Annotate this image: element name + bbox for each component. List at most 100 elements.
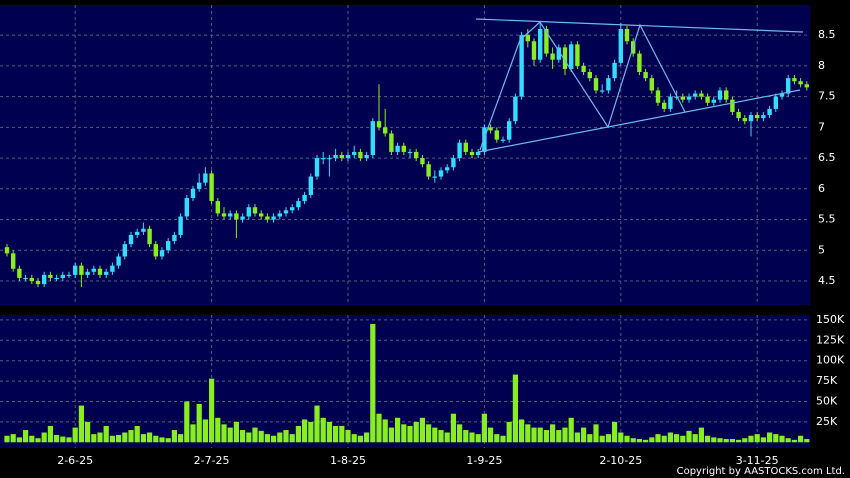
- volume-bar: [543, 430, 549, 443]
- volume-bar: [785, 438, 791, 443]
- candle-body: [637, 53, 642, 73]
- candle-body: [438, 170, 444, 177]
- volume-bar: [692, 434, 698, 443]
- volume-bar: [147, 432, 153, 443]
- candle-body: [166, 241, 171, 251]
- volume-bar: [364, 432, 370, 443]
- candle-body: [17, 268, 22, 278]
- volume-bar: [258, 430, 264, 443]
- volume-bar: [767, 432, 773, 443]
- candle-body: [389, 133, 394, 152]
- y-tick-label: 4.5: [818, 274, 836, 287]
- candle-body: [755, 115, 760, 119]
- candle-body: [172, 234, 177, 242]
- volume-bar: [159, 437, 165, 443]
- candle-body: [736, 111, 741, 119]
- candle-body: [717, 90, 723, 100]
- volume-bar: [122, 432, 128, 443]
- candle-body: [203, 173, 208, 183]
- x-tick-label: 2-7-25: [194, 454, 230, 467]
- y-tick-label: 7: [818, 120, 825, 133]
- volume-bar: [407, 425, 413, 443]
- candle-body: [767, 108, 772, 116]
- volume-bar: [388, 427, 394, 443]
- candle-body: [277, 213, 282, 217]
- volume-bar: [190, 424, 196, 443]
- volume-bar: [345, 430, 351, 443]
- candle-body: [370, 121, 375, 155]
- volume-bar: [165, 438, 171, 443]
- candle-body: [668, 96, 673, 109]
- candle-body: [79, 265, 84, 275]
- candle-body: [711, 99, 716, 103]
- y-tick-label: 6.5: [818, 151, 836, 164]
- volume-bar: [227, 427, 233, 443]
- volume-bar: [35, 438, 41, 443]
- volume-bar: [66, 437, 72, 443]
- x-tick-label: 1-8-25: [330, 454, 366, 467]
- volume-bar: [488, 427, 494, 443]
- candle-body: [426, 164, 431, 177]
- volume-bar: [723, 439, 729, 443]
- candle-body: [581, 65, 586, 73]
- candle-body: [128, 234, 134, 245]
- candle-body: [804, 84, 809, 88]
- volume-bar: [481, 413, 487, 443]
- candle-body: [209, 173, 214, 202]
- candle-body: [240, 216, 245, 220]
- y-tick-label: 150K: [816, 313, 845, 326]
- candle-body: [4, 247, 10, 254]
- candle-body: [234, 213, 239, 220]
- volume-bar: [91, 434, 97, 443]
- candle-body: [680, 96, 685, 100]
- candle-body: [42, 274, 47, 285]
- volume-bar: [605, 434, 611, 443]
- candle-body: [308, 176, 313, 195]
- candle-body: [364, 155, 369, 159]
- volume-bar: [221, 424, 227, 443]
- volume-bar: [736, 439, 742, 443]
- volume-bar: [401, 424, 407, 443]
- volume-bar: [128, 430, 134, 443]
- volume-bar: [134, 425, 140, 443]
- y-tick-label: 6: [818, 182, 825, 195]
- candle-body: [693, 93, 698, 97]
- candle-body: [655, 90, 661, 103]
- candle-body: [85, 271, 90, 275]
- volume-bar: [264, 434, 270, 443]
- candle-body: [705, 96, 710, 103]
- volume-bar: [326, 421, 332, 443]
- candle-body: [190, 188, 196, 199]
- candle-body: [116, 256, 121, 266]
- candle-body: [699, 93, 704, 97]
- volume-bar: [568, 417, 574, 443]
- volume-bar: [494, 434, 500, 443]
- volume-bar: [246, 432, 252, 443]
- y-tick-label: 7.5: [818, 90, 836, 103]
- candle-body: [748, 115, 754, 122]
- candle-body: [327, 158, 332, 160]
- volume-bar: [506, 421, 512, 443]
- volume-bar: [599, 435, 605, 443]
- candle-body: [104, 271, 109, 275]
- volume-bar: [457, 424, 463, 443]
- volume-bar: [60, 436, 66, 443]
- candle-body: [674, 96, 679, 98]
- trend-lines: [475, 18, 804, 153]
- volume-bar: [10, 434, 16, 443]
- x-tick-label: 1-9-25: [466, 454, 502, 467]
- candle-body: [66, 274, 72, 277]
- candle-body: [476, 151, 481, 155]
- trend-line: [477, 89, 801, 153]
- volume-bar: [196, 403, 202, 443]
- candle-body: [178, 216, 183, 235]
- volume-bar: [277, 432, 283, 443]
- candle-body: [469, 151, 475, 155]
- candle-body: [271, 216, 276, 220]
- candle-body: [445, 167, 450, 171]
- volume-bar: [444, 432, 450, 443]
- candle-body: [562, 47, 568, 69]
- volume-bar: [370, 323, 376, 443]
- candle-body: [122, 244, 127, 257]
